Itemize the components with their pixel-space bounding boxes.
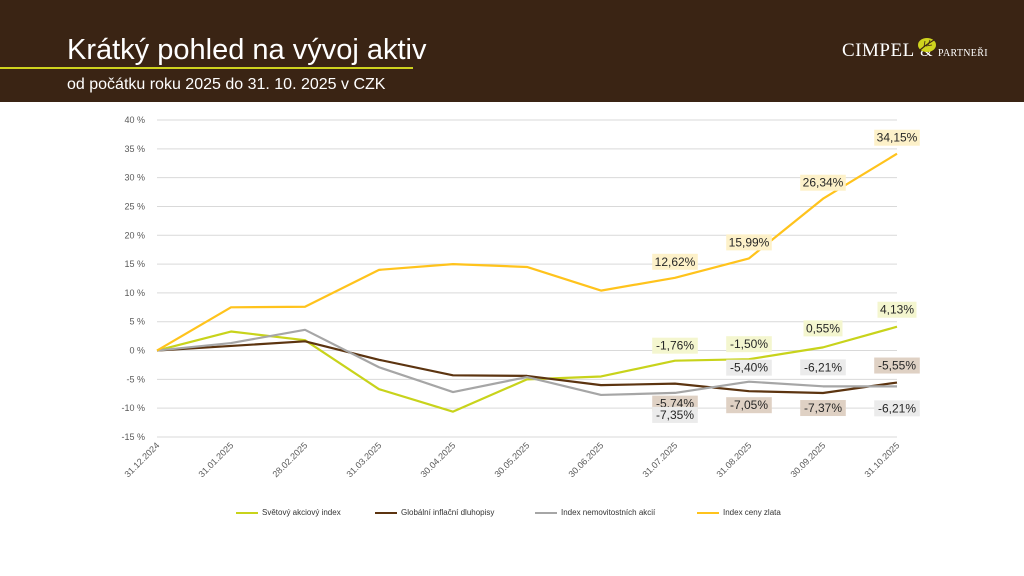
y-tick-label: 20 %: [124, 230, 145, 240]
legend-swatch: [535, 511, 557, 514]
data-label-bg: [803, 320, 843, 337]
data-labels: -1,76% -1,50%0,55%4,13%-5,74% -7,05% -7,37%…: [652, 129, 920, 423]
x-tick-label: 31.12.2024: [122, 440, 161, 479]
legend-item-real-estate: Index nemovitostních akcií: [535, 508, 655, 517]
y-tick-label: -15 %: [121, 432, 145, 442]
legend-swatch: [375, 511, 397, 514]
x-tick-label: 31.03.2025: [344, 440, 383, 479]
data-label-bg: [652, 406, 698, 423]
data-label: -7,05%: [730, 398, 768, 412]
series-layer: [156, 152, 898, 413]
y-tick-label: 40 %: [124, 115, 145, 125]
data-label-bg: [874, 129, 920, 146]
legend-label: Globální inflační dluhopisy: [401, 508, 495, 517]
data-label-bg: [652, 253, 698, 270]
data-label: 12,62%: [655, 255, 696, 269]
x-tick-label: 30.09.2025: [788, 440, 827, 479]
legend-label: Index nemovitostních akcií: [561, 508, 656, 517]
data-label: -1,76%: [656, 339, 694, 353]
data-label: 0,55%: [806, 321, 840, 335]
y-axis-ticks: -15 % -10 % -5 % 0 % 5 % 10 % 15 % 20 % 25 % 30 %…: [121, 115, 145, 442]
leaf-icon: [918, 38, 936, 52]
y-tick-label: -10 %: [121, 403, 145, 413]
data-label-bg: [652, 337, 698, 354]
data-label-bg: [874, 357, 920, 374]
data-label: 26,34%: [803, 176, 844, 190]
y-tick-label: 10 %: [124, 288, 145, 298]
data-label: -7,37%: [804, 401, 842, 415]
y-tick-label: 0 %: [129, 346, 145, 356]
data-label-bg: [726, 359, 772, 376]
y-tick-label: 15 %: [124, 259, 145, 269]
grid-layer: [157, 119, 897, 438]
data-label: 4,13%: [880, 303, 914, 317]
logo-partners: PARTNEŘI: [938, 48, 988, 59]
slide-subtitle: od počátku roku 2025 do 31. 10. 2025 v C…: [67, 76, 386, 93]
x-tick-label: 30.06.2025: [566, 440, 605, 479]
x-tick-label: 31.10.2025: [862, 440, 901, 479]
company-logo: CIMPEL & PARTNEŘI: [842, 38, 988, 70]
series-line: [156, 152, 898, 352]
y-tick-label: 25 %: [124, 201, 145, 211]
x-axis-ticks: 31.12.2024 31.01.2025 28.02.2025 31.03.2025…: [122, 440, 901, 479]
x-tick-label: 28.02.2025: [270, 440, 309, 479]
series-line: [156, 328, 897, 397]
y-tick-label: -5 %: [126, 374, 145, 384]
data-label-bg: [874, 400, 920, 417]
data-label-bg: [877, 301, 917, 318]
slide-title: Krátký pohled na vývoj aktiv: [67, 34, 427, 66]
data-label-bg: [800, 359, 846, 376]
data-label: 15,99%: [729, 235, 770, 249]
data-label: -5,55%: [878, 359, 916, 373]
y-tick-label: 30 %: [124, 173, 145, 183]
x-tick-label: 31.01.2025: [196, 440, 235, 479]
logo-word: CIMPEL: [842, 40, 915, 61]
data-label-bg: [726, 397, 772, 414]
legend-label: Index ceny zlata: [723, 508, 781, 517]
title-underline: [0, 67, 413, 69]
data-label: -7,35%: [656, 408, 694, 422]
y-tick-label: 35 %: [124, 144, 145, 154]
x-tick-label: 30.05.2025: [492, 440, 531, 479]
data-label-bg: [800, 400, 846, 417]
data-label: -5,40%: [730, 361, 768, 375]
series-line: [156, 325, 898, 413]
legend-item-inflation-bonds: Globální inflační dluhopisy: [375, 508, 494, 517]
data-label: -1,50%: [730, 337, 768, 351]
series-line: [156, 340, 898, 395]
legend-item-world-equity: Světový akciový index: [236, 508, 341, 517]
x-tick-label: 30.04.2025: [418, 440, 457, 479]
legend-swatch: [697, 511, 719, 514]
legend-label: Světový akciový index: [262, 508, 341, 517]
data-label-bg: [800, 174, 846, 191]
legend-swatch: [236, 511, 258, 514]
data-label: -6,21%: [878, 401, 916, 415]
legend-item-gold: Index ceny zlata: [697, 508, 781, 517]
data-label: 34,15%: [877, 131, 918, 145]
chart-legend: Světový akciový index Globální inflační …: [0, 508, 1024, 524]
data-label-bg: [726, 234, 772, 251]
data-label: -6,21%: [804, 360, 842, 374]
slide-header: Krátký pohled na vývoj aktiv od počátku …: [0, 0, 1024, 102]
y-tick-label: 5 %: [129, 317, 145, 327]
x-tick-label: 31.08.2025: [714, 440, 753, 479]
x-tick-label: 31.07.2025: [640, 440, 679, 479]
data-label-bg: [726, 336, 772, 353]
